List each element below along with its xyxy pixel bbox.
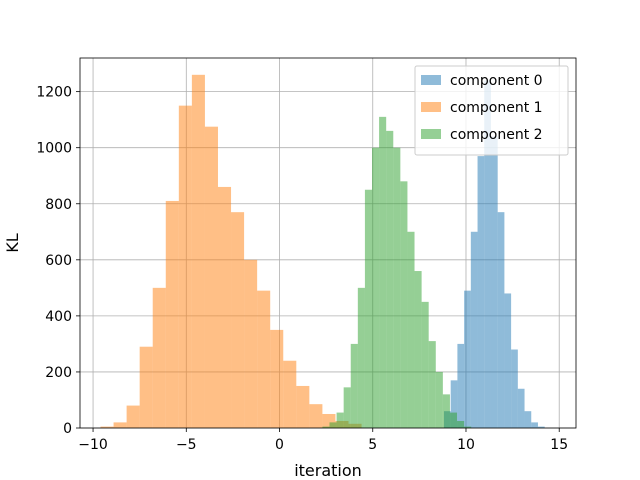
histogram-bar [531,422,538,428]
histogram-bar [537,426,545,428]
histogram-bar [470,231,478,428]
histogram-bar [421,301,429,428]
y-tick-label: 600 [45,253,72,269]
series-bars-2 [322,116,472,429]
x-tick-label: 10 [457,437,475,453]
legend-label: component 1 [450,100,543,116]
histogram-bar [464,290,471,428]
histogram-bar [257,290,271,428]
histogram-bar [329,422,337,428]
legend-label: component 2 [450,127,543,143]
histogram-bar [414,271,422,428]
histogram-bar [464,426,472,428]
histogram-bar [152,287,166,428]
legend-swatch [421,129,441,139]
histogram-bar [386,130,394,428]
histogram-bar [336,412,344,428]
x-tick-label: 15 [550,437,568,453]
histogram-bar [457,343,465,428]
histogram-bar [139,346,153,428]
y-tick-label: 800 [45,197,72,213]
histogram-bar [244,259,258,428]
x-tick-label: −5 [176,437,197,453]
histogram-bar [524,411,532,428]
legend-swatch [421,75,441,85]
x-axis-label: iteration [294,461,362,480]
histogram-bar [517,388,525,428]
histogram-bar [191,74,205,429]
x-tick-label: 5 [368,437,377,453]
histogram-bar [204,126,218,428]
axis-ticks: −10 −5 0 5 10 15 0 200 400 600 800 1000 1200 [36,85,568,453]
histogram-bar [400,181,408,428]
y-tick-label: 1000 [36,141,72,157]
histogram-bar [435,371,443,428]
legend-label: component 0 [450,73,543,89]
histogram-bar [100,426,114,428]
histogram-bars [100,74,545,429]
histogram-bar [165,200,179,428]
histogram-bar [511,349,518,428]
histogram-bar [442,394,450,428]
y-tick-label: 0 [63,421,72,437]
histogram-bar [343,387,351,428]
histogram-bar [457,420,465,428]
histogram-bar [126,405,140,428]
histogram-bar [113,422,127,428]
series-bars-1 [100,74,362,429]
y-axis-label: KL [3,233,22,252]
histogram-bar [504,293,512,428]
histogram-bar [484,80,491,428]
x-tick-label: −10 [78,437,108,453]
legend: component 0 component 1 component 2 [414,65,569,156]
histogram-bar [217,186,232,428]
histogram-bar [428,341,436,428]
histogram-bar [450,380,458,428]
histogram-bar [379,116,387,428]
histogram-bar [178,105,192,428]
histogram-bar [477,156,485,428]
histogram-bar [372,147,380,429]
histogram-bar [449,412,458,428]
histogram-bar [283,360,297,428]
y-tick-label: 200 [45,365,72,381]
histogram-bar [231,212,245,428]
plot-area-frame [79,57,577,429]
y-tick-label: 1200 [36,85,72,101]
legend-swatch [421,102,441,112]
histogram-bar [270,329,284,428]
histogram-bar [322,426,330,428]
histogram-bar [490,136,498,428]
histogram-bar [357,287,365,428]
histogram-bar [393,147,401,429]
histogram-bar [296,385,310,428]
x-tick-label: 0 [275,437,284,453]
y-tick-label: 400 [45,309,72,325]
histogram-bar [497,212,505,428]
histogram-bar [309,404,323,428]
histogram-bar [407,231,415,428]
histogram-bar [350,343,358,428]
series-bars-0 [443,80,545,428]
legend-box [414,65,569,156]
histogram-bar [364,189,373,428]
